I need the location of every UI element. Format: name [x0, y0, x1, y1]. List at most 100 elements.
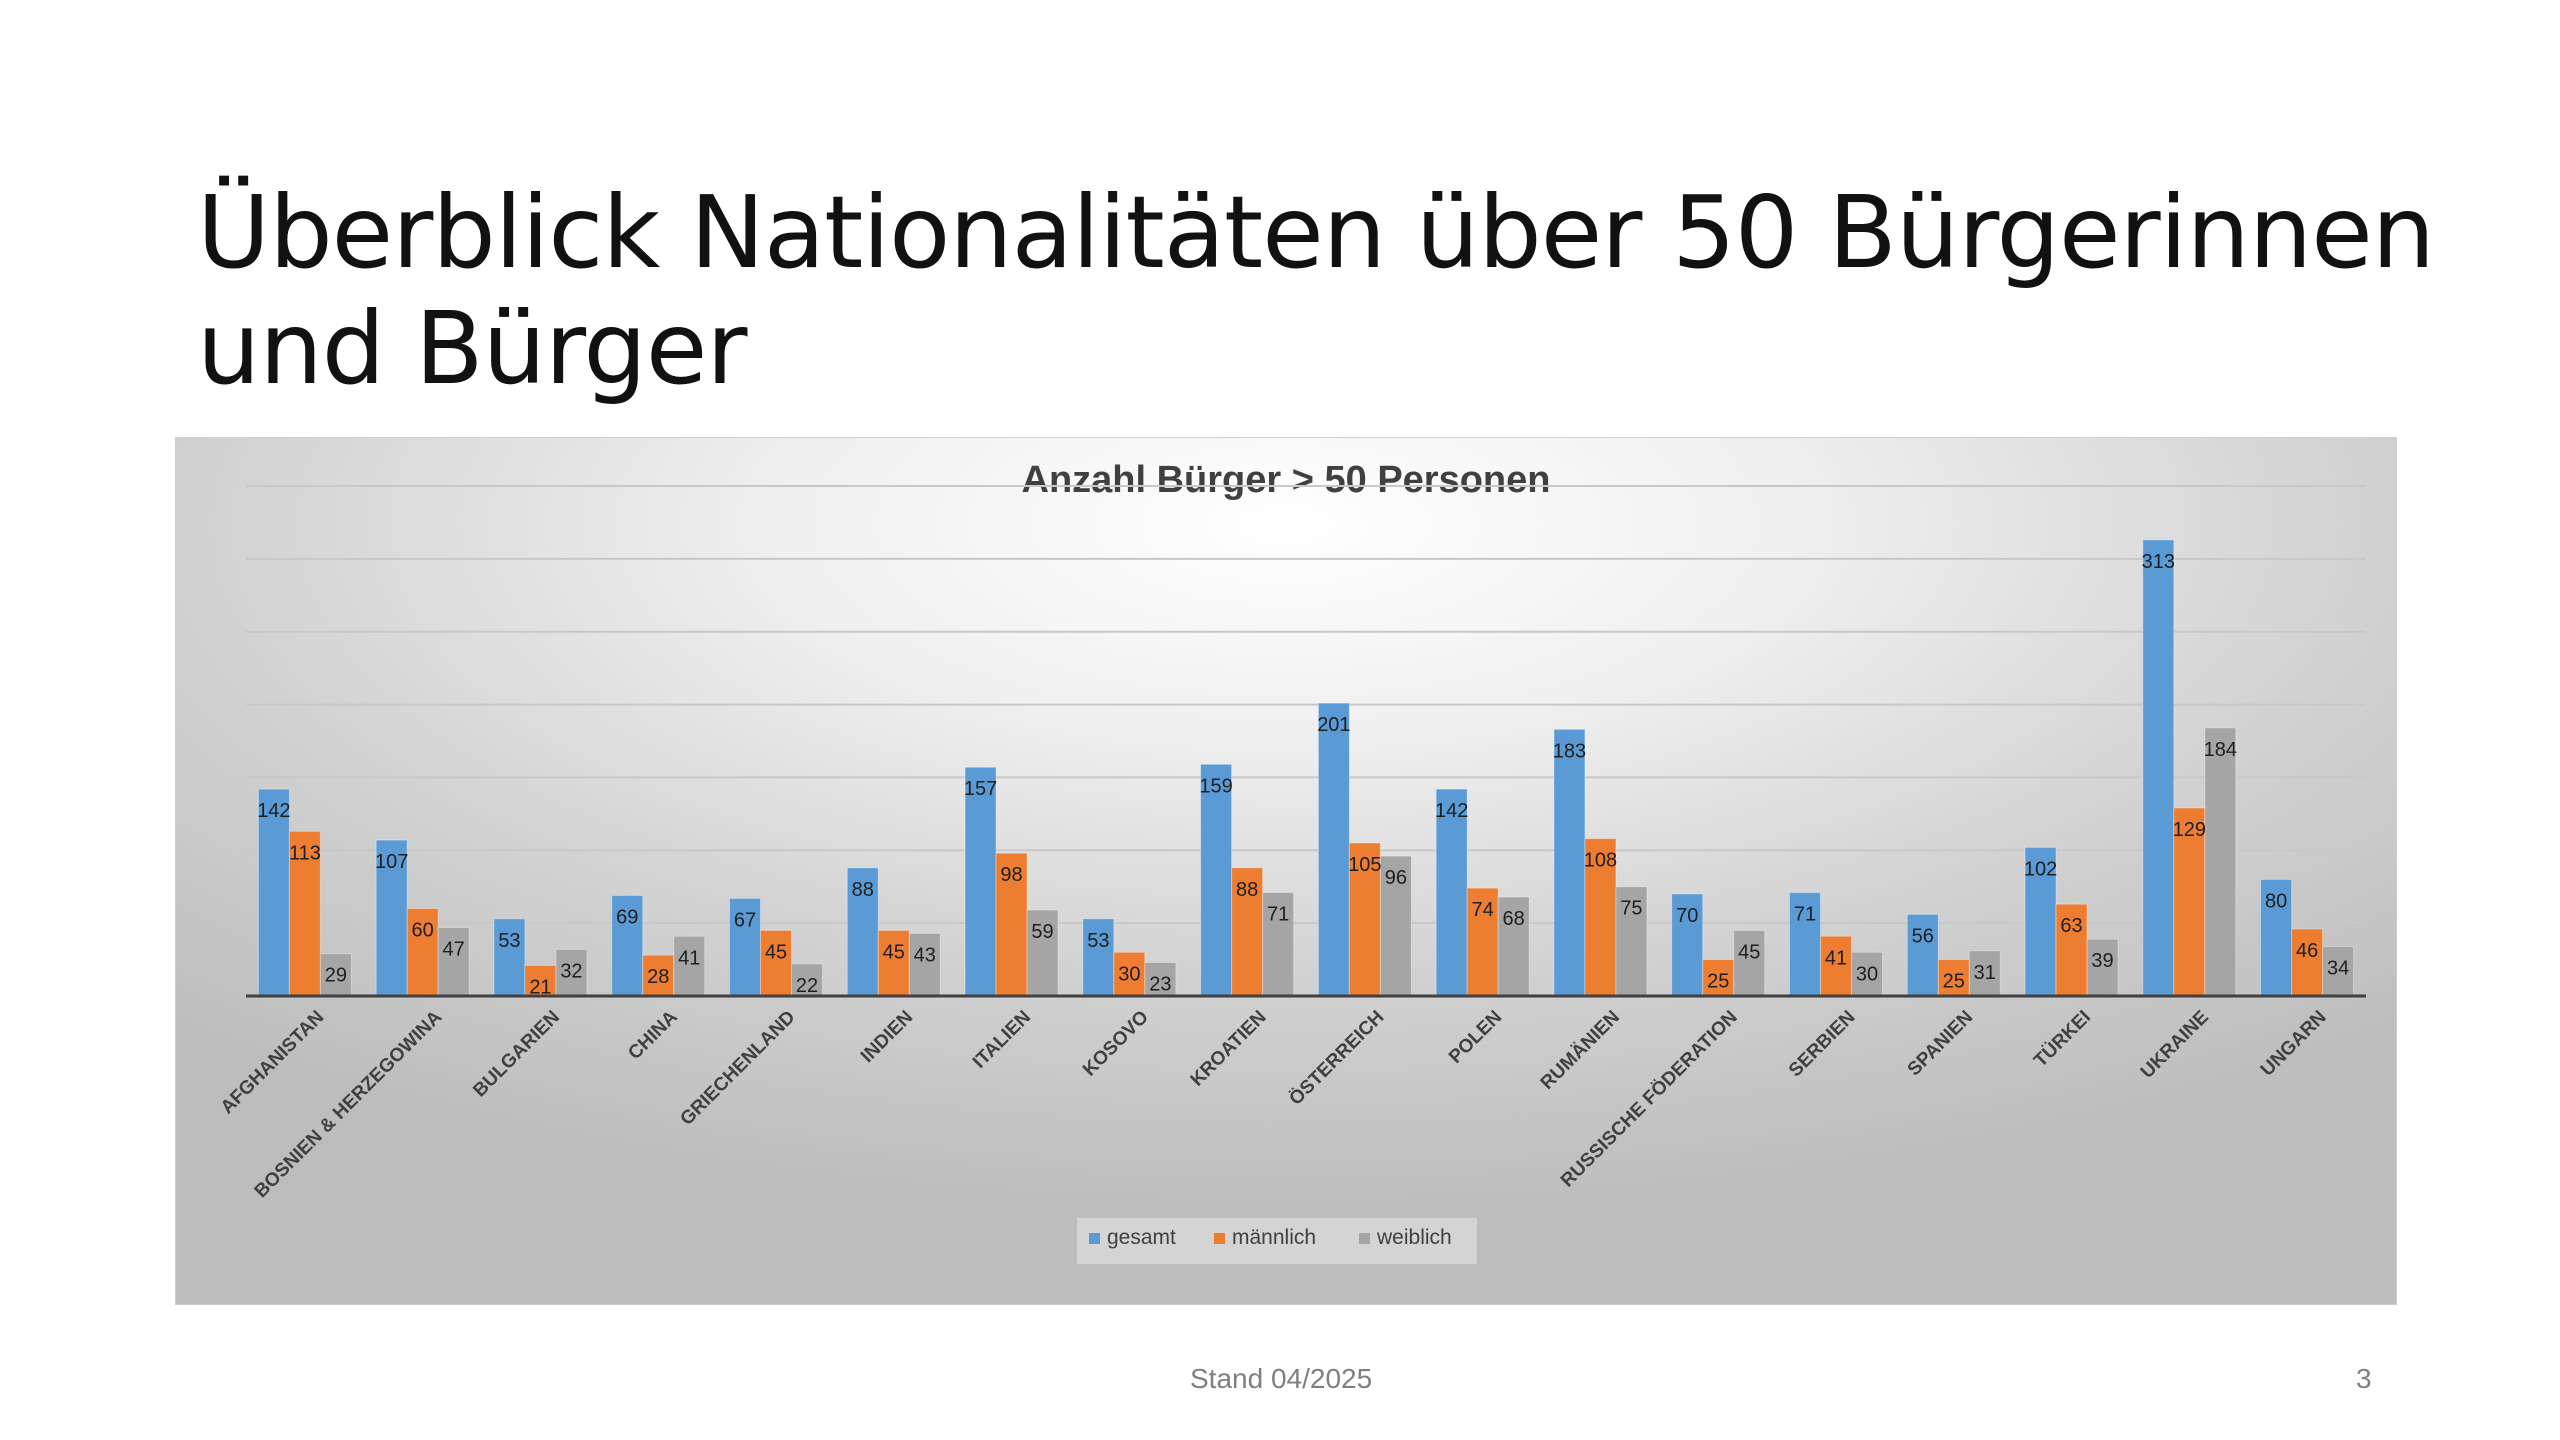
bar-gesamt	[1789, 892, 1821, 997]
bar-gesamt	[846, 867, 879, 997]
legend-label: männlich	[1232, 1226, 1316, 1249]
category-label: AFGHANISTAN	[217, 1007, 329, 1119]
data-label: 159	[1199, 775, 1232, 797]
data-label: 68	[1503, 908, 1525, 930]
bar-gesamt	[2024, 846, 2057, 997]
bar-gesamt	[1906, 913, 1939, 997]
bar-weiblich	[319, 953, 352, 997]
category-label: CHINA	[624, 1006, 682, 1064]
data-label: 105	[1348, 854, 1381, 876]
slide-title: Überblick Nationalitäten über 50 Bürgeri…	[197, 174, 2435, 407]
data-label: 67	[734, 909, 756, 931]
data-label: 63	[2060, 915, 2082, 937]
category-label: UNGARN	[2257, 1007, 2331, 1081]
data-label: 102	[2024, 858, 2057, 880]
data-label: 70	[1676, 905, 1698, 927]
data-label: 23	[1149, 973, 1171, 995]
data-label: 45	[1738, 941, 1760, 963]
page-number: 3	[2356, 1363, 2372, 1394]
data-label: 29	[325, 965, 347, 987]
data-label: 30	[1856, 963, 1878, 985]
bar-männlich	[877, 929, 910, 997]
data-label: 183	[1553, 740, 1586, 762]
bar-männlich	[642, 954, 675, 997]
bar-weiblich	[1379, 855, 1412, 997]
category-label: UKRAINE	[2137, 1007, 2213, 1083]
data-label: 107	[375, 851, 408, 873]
bar-gesamt	[729, 897, 761, 997]
bar-männlich	[406, 908, 439, 997]
data-label: 56	[1912, 925, 1934, 947]
bar-männlich	[2055, 903, 2088, 997]
bar-gesamt	[1435, 788, 1468, 997]
data-labels: 142 113 29 107 60 47 53 21 32 69 28 41 67 45 22 88 45 43 1…	[257, 551, 2349, 998]
category-label: SPANIEN	[1904, 1007, 1978, 1081]
category-label: RUMÄNIEN	[1537, 1007, 1624, 1094]
legend-swatch	[1214, 1233, 1225, 1244]
data-label: 75	[1620, 898, 1642, 920]
data-label: 313	[2142, 551, 2175, 573]
bar-gesamt	[493, 918, 526, 997]
bar-weiblich	[1497, 896, 1530, 997]
data-label: 41	[678, 947, 700, 969]
data-label: 96	[1385, 867, 1407, 889]
category-label: GRIECHENLAND	[676, 1007, 799, 1130]
data-label: 34	[2327, 957, 2349, 979]
legend-box	[1077, 1218, 1477, 1264]
bar-männlich	[760, 929, 792, 997]
legend-label: gesamt	[1107, 1226, 1176, 1249]
gridlines	[246, 485, 2366, 925]
bar-chart: Anzahl Bürger > 50 Personen 142 113 29 107 6…	[217, 459, 2366, 1264]
bar-weiblich	[1615, 886, 1648, 997]
data-label: 45	[883, 941, 905, 963]
bar-männlich	[288, 830, 321, 997]
bar-gesamt	[1671, 893, 1704, 997]
bar-gesamt	[1200, 763, 1233, 997]
bar-männlich	[1820, 935, 1852, 997]
data-label: 47	[443, 939, 465, 961]
bars	[257, 539, 2355, 997]
category-label: KROATIEN	[1187, 1007, 1271, 1091]
data-label: 25	[1707, 971, 1729, 993]
data-label: 45	[765, 941, 787, 963]
category-label: ÖSTERREICH	[1285, 1007, 1388, 1110]
category-label: INDIEN	[857, 1007, 917, 1067]
data-label: 46	[2296, 940, 2318, 962]
data-label: 142	[1435, 800, 1468, 822]
legend-label: weiblich	[1376, 1226, 1452, 1249]
bar-gesamt	[611, 894, 644, 997]
data-label: 184	[2204, 739, 2237, 761]
category-label: BULGARIEN	[469, 1007, 564, 1102]
category-label: BOSNIEN & HERZEGOWINA	[251, 1006, 447, 1202]
data-label: 21	[529, 976, 551, 998]
bar-gesamt	[964, 766, 997, 997]
data-label: 59	[1031, 921, 1053, 943]
bar-männlich	[2291, 928, 2324, 997]
data-label: 39	[2091, 950, 2113, 972]
data-label: 25	[1943, 971, 1965, 993]
bar-gesamt	[1553, 728, 1586, 997]
data-label: 201	[1317, 714, 1350, 736]
data-label: 80	[2265, 890, 2287, 912]
bar-weiblich	[908, 932, 941, 997]
data-label: 53	[498, 930, 520, 952]
legend-swatch	[1359, 1233, 1370, 1244]
bar-weiblich	[673, 935, 706, 997]
bar-weiblich	[1851, 951, 1883, 997]
data-label: 71	[1267, 904, 1289, 926]
bar-gesamt	[375, 839, 408, 997]
data-label: 108	[1584, 850, 1617, 872]
footer-date: Stand 04/2025	[1190, 1363, 1373, 1394]
data-label: 43	[914, 944, 936, 966]
bar-männlich	[995, 852, 1028, 997]
category-label: KOSOVO	[1079, 1007, 1153, 1081]
data-label: 30	[1118, 963, 1140, 985]
data-label: 28	[647, 966, 669, 988]
bar-weiblich	[2204, 727, 2237, 997]
data-label: 71	[1794, 904, 1816, 926]
category-label: POLEN	[1445, 1007, 1506, 1068]
chart-title: Anzahl Bürger > 50 Personen	[1022, 459, 1551, 501]
data-label: 113	[289, 842, 321, 864]
legend: gesamt männlich weiblich	[1077, 1218, 1477, 1264]
